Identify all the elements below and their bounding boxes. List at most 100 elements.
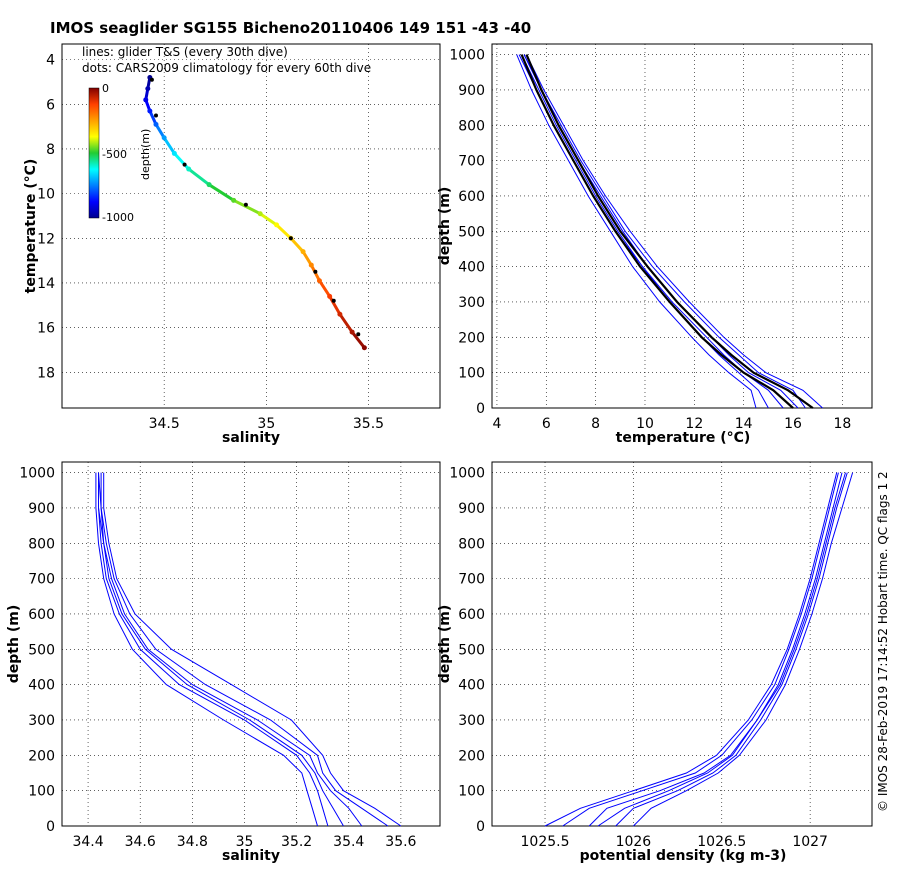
density-ytick-label: 400 <box>458 678 485 694</box>
ts-plot-frame <box>61 43 441 409</box>
ts-ytick-label: 12 <box>37 231 55 247</box>
temperature-climatology-profile <box>520 54 794 409</box>
figure-title: IMOS seaglider SG155 Bicheno20110406 149… <box>50 19 531 37</box>
ts-glider-point <box>316 278 322 284</box>
salinity-xtick-label: 35.4 <box>333 834 364 850</box>
ts-glider-segment <box>289 237 305 253</box>
ts-ylabel: temperature (°C) <box>23 159 39 294</box>
salinity-xtick-label: 35.6 <box>385 834 416 850</box>
ts-glider-point <box>337 311 343 317</box>
density-xtick-label: 1026.5 <box>697 834 746 850</box>
ts-climatology-dot <box>182 162 187 167</box>
ts-ytick-label: 8 <box>46 142 55 158</box>
temperature-plot-frame <box>491 43 873 409</box>
colorbar-tick-mid: -500 <box>102 148 127 161</box>
ts-glider-point <box>231 197 237 203</box>
temperature-tick-labels: 4 6 8 10 12 14 16 18 0 100 200 300 400 500 600 700 800 90… <box>449 48 851 432</box>
density-xtick-label: 1027 <box>792 834 828 850</box>
ts-ytick-label: 14 <box>37 276 55 292</box>
ts-glider-segment <box>154 123 166 139</box>
ts-glider-point <box>257 211 263 217</box>
ts-glider-segment <box>350 331 366 349</box>
temperature-glider-profile <box>526 54 823 409</box>
ts-climatology-dot <box>331 298 336 303</box>
ts-glider-point <box>308 262 314 268</box>
ts-glider-point <box>361 345 367 351</box>
colorbar-tick-bottom: -1000 <box>102 211 134 224</box>
salinity-ytick-label: 0 <box>46 819 55 835</box>
temperature-xlabel: temperature (°C) <box>616 430 751 446</box>
density-glider-profile <box>544 472 838 827</box>
ts-xtick-label: 35 <box>257 416 275 432</box>
temperature-climatology-profile <box>525 54 814 409</box>
ts-glider-segment <box>208 183 235 202</box>
salinity-ytick-label: 1000 <box>19 466 55 482</box>
salinity-grid <box>62 462 440 827</box>
ts-xtick-label: 35.5 <box>353 416 384 432</box>
temperature-ytick-label: 200 <box>458 330 485 346</box>
ts-glider-point <box>145 86 151 92</box>
ts-ytick-label: 18 <box>37 365 55 381</box>
ts-ytick-label: 6 <box>46 97 55 113</box>
ts-climatology-dot <box>153 113 158 118</box>
ts-glider-segment <box>162 136 176 155</box>
ts-glider-point <box>171 150 177 156</box>
ts-glider-segment <box>318 279 331 298</box>
salinity-ytick-label: 800 <box>28 536 55 552</box>
temperature-xtick-label: 10 <box>636 416 654 432</box>
ts-glider-point <box>274 222 280 228</box>
ts-glider-point <box>147 108 153 114</box>
density-glider-profile <box>633 472 854 827</box>
salinity-glider-profile <box>95 472 318 827</box>
ts-ytick-label: 4 <box>46 53 55 69</box>
density-ytick-label: 800 <box>458 536 485 552</box>
salinity-ytick-label: 400 <box>28 678 55 694</box>
temperature-xtick-label: 16 <box>784 416 802 432</box>
temperature-glider-profile <box>516 54 757 409</box>
salinity-ytick-label: 500 <box>28 642 55 658</box>
salinity-ytick-label: 300 <box>28 713 55 729</box>
temperature-ytick-label: 700 <box>458 154 485 170</box>
temperature-glider-profile <box>523 54 806 409</box>
temperature-xtick-label: 18 <box>833 416 851 432</box>
ts-glider-point <box>143 97 149 103</box>
salinity-ylabel: depth (m) <box>6 605 22 683</box>
salinity-xtick-label: 35.2 <box>281 834 312 850</box>
ts-glider-point <box>161 135 167 141</box>
salinity-ytick-label: 700 <box>28 572 55 588</box>
salinity-profile-panel: 34.4 34.6 34.8 35 35.2 35.4 35.6 0 100 200 300 400 5… <box>6 461 441 864</box>
temperature-ytick-label: 0 <box>476 401 485 417</box>
salinity-ytick-label: 200 <box>28 748 55 764</box>
ts-climatology-dot <box>149 77 154 82</box>
salinity-tick-labels: 34.4 34.6 34.8 35 35.2 35.4 35.6 0 100 200 300 400 5… <box>19 466 416 850</box>
density-ytick-label: 1000 <box>449 466 485 482</box>
ts-glider-segment <box>259 212 278 227</box>
temperature-ytick-label: 100 <box>458 366 485 382</box>
ts-diagram-panel: 34.5 35 35.5 4 6 8 10 12 14 16 18 lines: glider T&… <box>23 43 441 446</box>
density-plot-frame <box>491 461 873 827</box>
salinity-xlabel: salinity <box>222 848 280 864</box>
density-xtick-label: 1025.5 <box>521 834 570 850</box>
density-ytick-label: 900 <box>458 501 485 517</box>
salinity-ytick-label: 900 <box>28 501 55 517</box>
temperature-ytick-label: 500 <box>458 224 485 240</box>
ts-ytick-label: 16 <box>37 321 55 337</box>
density-ytick-label: 700 <box>458 572 485 588</box>
ts-glider-segment <box>275 223 292 240</box>
ts-glider-segment <box>338 313 354 333</box>
density-ytick-label: 600 <box>458 607 485 623</box>
density-grid <box>492 462 872 827</box>
ts-glider-point <box>153 121 159 127</box>
density-ylabel: depth (m) <box>437 605 453 683</box>
temperature-xtick-label: 8 <box>591 416 600 432</box>
temperature-xtick-label: 14 <box>735 416 753 432</box>
salinity-xtick-label: 34.4 <box>72 834 103 850</box>
density-glider-profile <box>597 472 846 827</box>
temperature-xtick-label: 12 <box>685 416 703 432</box>
salinity-glider-profile <box>103 472 402 827</box>
density-tick-labels: 1025.5 1026 1026.5 1027 0 100 200 300 400 500 600 7… <box>449 466 828 850</box>
temperature-ylabel: depth (m) <box>437 187 453 265</box>
density-xtick-label: 1026 <box>616 834 652 850</box>
salinity-ytick-label: 100 <box>28 784 55 800</box>
ts-xlabel: salinity <box>222 430 280 446</box>
